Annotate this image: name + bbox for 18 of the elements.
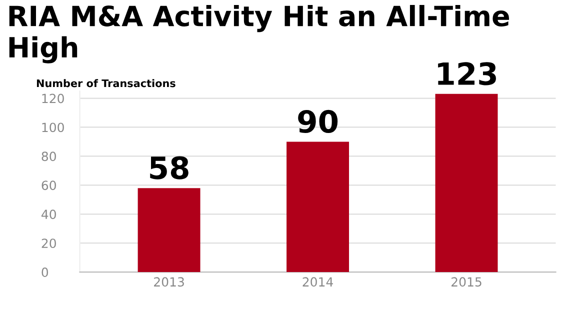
y-tick-label: 120 — [42, 94, 64, 104]
bar — [138, 188, 200, 272]
data-label: 58 — [150, 156, 188, 180]
data-label: 123 — [438, 62, 496, 86]
y-axis-title: Number of Transactions — [36, 79, 176, 88]
y-tick-label: 60 — [42, 180, 56, 190]
y-tick-label: 20 — [42, 238, 56, 248]
data-label: 90 — [298, 110, 338, 134]
x-tick-label: 2013 — [154, 277, 184, 287]
x-tick-label: 2015 — [452, 277, 482, 287]
y-tick-label: 0 — [42, 268, 48, 278]
x-tick-label: 2014 — [302, 277, 333, 287]
y-tick-label: 40 — [42, 210, 56, 220]
bar — [286, 142, 350, 272]
chart-title: RIA M&A Activity Hit an All-Time High — [9, 4, 510, 64]
y-tick-label: 80 — [42, 152, 56, 162]
bar — [435, 94, 498, 272]
y-tick-label: 100 — [42, 122, 64, 132]
